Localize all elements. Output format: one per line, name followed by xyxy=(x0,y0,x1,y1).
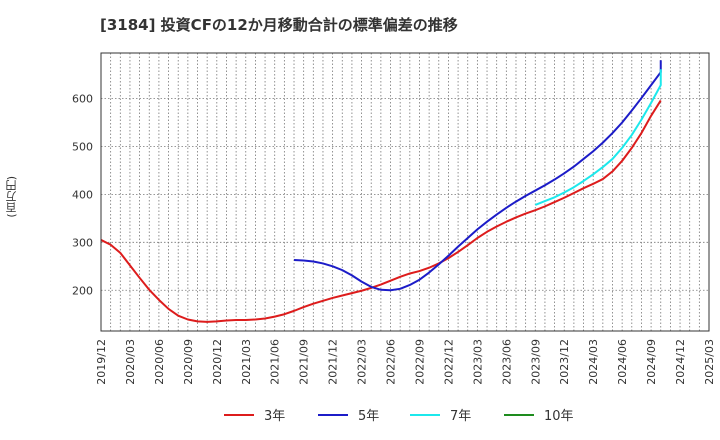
series-line-2 xyxy=(293,60,662,292)
x-tick-label: 2020/09 xyxy=(182,339,195,385)
legend-item-3: 7年 xyxy=(410,409,471,424)
legend: 3年 5年 7年 10年 xyxy=(224,409,574,424)
x-tick-label: 2022/12 xyxy=(442,339,455,385)
x-tick-label: 2020/03 xyxy=(124,339,137,385)
legend-item-1: 3年 xyxy=(224,409,285,424)
y-tick-label: 400 xyxy=(72,188,93,201)
legend-label: 7年 xyxy=(450,409,471,424)
x-tick-label: 2024/06 xyxy=(616,339,629,385)
legend-label: 3年 xyxy=(264,409,285,424)
x-tick-label: 2024/12 xyxy=(674,339,687,385)
y-tick-labels: 200 300 400 500 600 xyxy=(72,93,93,298)
x-tick-label: 2020/12 xyxy=(211,339,224,385)
x-tick-label: 2024/09 xyxy=(645,339,658,385)
x-tick-labels: 2019/12 2020/03 2020/06 2020/09 2020/12 2021/… xyxy=(95,339,716,385)
legend-item-4: 10年 xyxy=(504,409,574,424)
x-tick-label: 2020/06 xyxy=(153,339,166,385)
x-tick-label: 2023/03 xyxy=(471,339,484,385)
legend-label: 10年 xyxy=(544,409,574,424)
x-tick-label: 2022/03 xyxy=(356,339,369,385)
x-tick-label: 2025/03 xyxy=(703,339,716,385)
x-tick-label: 2021/06 xyxy=(269,339,282,385)
series-line-1 xyxy=(100,99,662,323)
y-tick-label: 600 xyxy=(72,93,93,106)
chart-title: [3184] 投資CFの12か月移動合計の標準偏差の推移 xyxy=(100,16,458,34)
x-tick-label: 2023/12 xyxy=(558,339,571,385)
x-tick-label: 2021/03 xyxy=(240,339,253,385)
x-tick-label: 2021/12 xyxy=(327,339,340,385)
x-tick-label: 2022/09 xyxy=(413,339,426,385)
series-layer xyxy=(100,60,662,323)
x-tick-label: 2024/03 xyxy=(587,339,600,385)
x-tick-label: 2023/09 xyxy=(529,339,542,385)
legend-item-2: 5年 xyxy=(318,409,379,424)
y-tick-label: 300 xyxy=(72,236,93,249)
y-tick-label: 200 xyxy=(72,284,93,297)
legend-label: 5年 xyxy=(358,409,379,424)
plot-frame xyxy=(100,52,710,332)
series-line-3 xyxy=(534,69,662,206)
x-tick-label: 2022/06 xyxy=(385,339,398,385)
y-tick-label: 500 xyxy=(72,140,93,153)
x-tick-label: 2019/12 xyxy=(95,339,108,385)
x-tick-label: 2021/09 xyxy=(298,339,311,385)
x-tick-label: 2023/06 xyxy=(500,339,513,385)
grid-layer xyxy=(101,53,709,331)
